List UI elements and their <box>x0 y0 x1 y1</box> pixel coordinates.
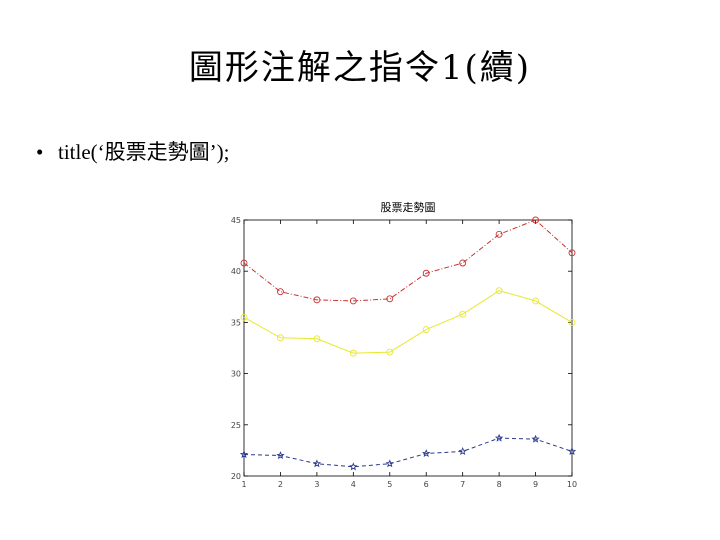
data-point-star <box>312 459 322 468</box>
slide-title: 圖形注解之指令1(續) <box>188 48 532 88</box>
bullet-text: title(‘股票走勢圖’); <box>58 140 230 164</box>
x-tick-label: 5 <box>387 480 392 489</box>
data-point-star <box>458 447 467 455</box>
y-tick-label: 45 <box>231 216 241 225</box>
y-tick-label: 40 <box>231 267 241 276</box>
data-point-circle <box>386 295 394 303</box>
series-line-1 <box>243 290 573 354</box>
data-point-star <box>422 449 431 458</box>
data-point-circle <box>459 259 467 267</box>
data-point-circle <box>349 349 357 357</box>
x-tick-label: 7 <box>460 480 465 489</box>
data-point-circle <box>532 297 540 305</box>
data-point-star <box>494 433 504 442</box>
series-line-0 <box>243 219 573 302</box>
data-point-circle <box>276 288 284 296</box>
data-point-circle <box>459 310 467 318</box>
bullet-item: • title(‘股票走勢圖’); <box>36 136 229 166</box>
stock-trend-chart: 股票走勢圖 20 25 30 35 40 45 1 2 3 4 5 6 7 8 9 10 <box>220 196 580 496</box>
data-point-circle <box>495 287 503 295</box>
x-tick-label: 4 <box>351 480 356 489</box>
y-tick-label: 35 <box>231 318 241 327</box>
series-line-2 <box>243 437 573 468</box>
y-tick-label: 30 <box>231 370 241 379</box>
data-point-star <box>349 462 358 471</box>
data-point-circle <box>313 335 321 343</box>
data-point-star <box>276 451 285 460</box>
x-tick-label: 1 <box>241 480 246 489</box>
data-point-circle <box>568 318 576 326</box>
data-point-circle <box>532 216 540 224</box>
y-tick-label: 25 <box>231 421 241 430</box>
plot-frame <box>243 219 573 477</box>
x-tick-label: 2 <box>278 480 283 489</box>
data-point-star <box>385 459 394 468</box>
y-tick-label: 20 <box>231 472 241 481</box>
data-point-circle <box>422 269 430 277</box>
data-point-circle <box>349 297 357 305</box>
data-point-circle <box>495 230 503 238</box>
data-point-circle <box>240 313 248 321</box>
x-tick-label: 9 <box>533 480 538 489</box>
data-point-circle <box>568 249 576 257</box>
x-tick-label: 8 <box>497 480 502 489</box>
data-point-circle <box>422 326 430 334</box>
data-point-star <box>239 450 249 459</box>
x-tick-label: 3 <box>314 480 319 489</box>
bullet-marker: • <box>36 140 44 164</box>
data-point-circle <box>276 334 284 342</box>
data-point-circle <box>386 348 394 356</box>
data-point-circle <box>313 296 321 304</box>
data-point-circle <box>240 259 248 267</box>
data-point-star <box>531 434 540 443</box>
x-tick-label: 6 <box>424 480 429 489</box>
chart-title: 股票走勢圖 <box>381 200 436 214</box>
x-tick-label: 10 <box>567 480 577 489</box>
data-point-star <box>567 447 577 455</box>
